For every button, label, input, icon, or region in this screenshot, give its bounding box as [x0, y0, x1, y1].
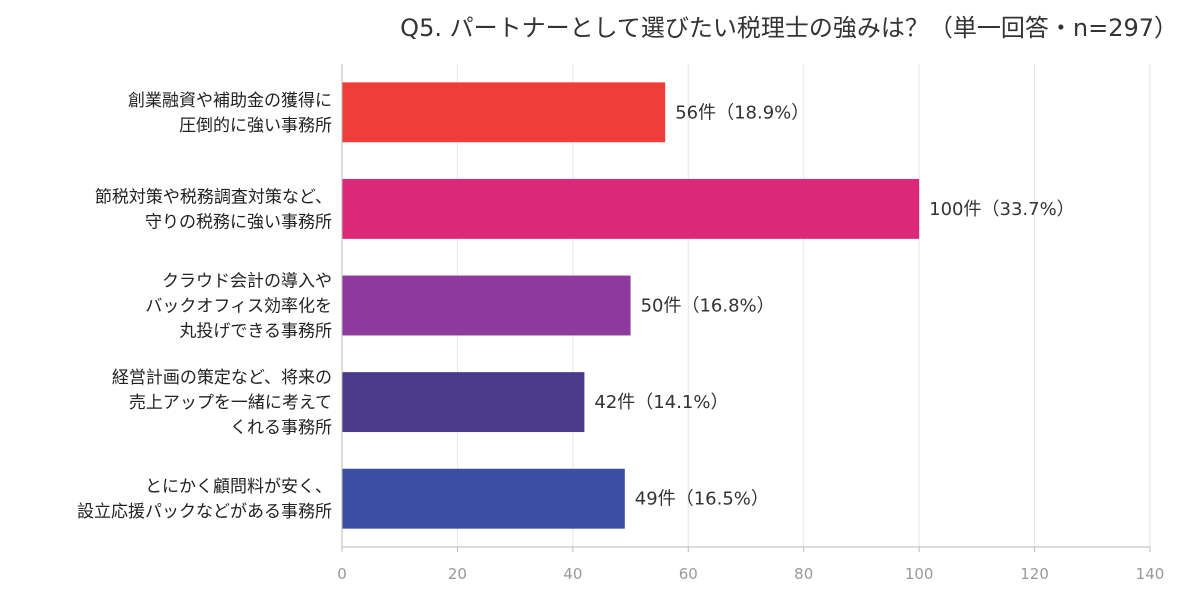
category-label: 創業融資や補助金の獲得に圧倒的に強い事務所 — [128, 91, 332, 136]
bar — [342, 178, 920, 239]
x-tick-label: 0 — [337, 565, 347, 583]
bars — [342, 82, 920, 529]
chart-title: Q5. パートナーとして選びたい税理士の強みは？（単一回答・n=297） — [400, 14, 1178, 42]
x-axis-ticks: 0 20 40 60 80 100 120 140 — [337, 64, 1164, 583]
x-tick-label: 80 — [794, 565, 813, 583]
x-tick-label: 60 — [679, 565, 698, 583]
x-tick-label: 140 — [1136, 565, 1165, 583]
data-label: 56件（18.9%） — [675, 102, 809, 123]
data-label: 100件（33.7%） — [929, 199, 1075, 220]
x-tick-label: 20 — [448, 565, 467, 583]
bar — [342, 82, 666, 143]
data-labels: 56件（18.9%） 100件（33.7%） 50件（16.8%） 42件（14.1%… — [594, 102, 1074, 509]
data-label: 42件（14.1%） — [594, 392, 728, 413]
category-label: 経営計画の策定など、将来の売上アップを一緒に考えてくれる事務所 — [112, 368, 332, 438]
bar — [342, 372, 585, 433]
category-labels: 創業融資や補助金の獲得に圧倒的に強い事務所節税対策や税務調査対策など、守りの税務… — [77, 91, 332, 522]
category-label: 節税対策や税務調査対策など、守りの税務に強い事務所 — [95, 187, 332, 232]
data-label: 49件（16.5%） — [635, 489, 769, 510]
bar — [342, 275, 631, 336]
x-tick-label: 120 — [1020, 565, 1049, 583]
x-tick-label: 40 — [563, 565, 582, 583]
category-label: とにかく顧問料が安く、設立応援パックなどがある事務所 — [77, 477, 332, 522]
x-tick-label: 100 — [905, 565, 934, 583]
bar — [342, 468, 625, 529]
data-label: 50件（16.8%） — [641, 296, 775, 317]
category-label: クラウド会計の導入やバックオフィス効率化を丸投げできる事務所 — [145, 272, 332, 342]
grid-lines — [456, 64, 1151, 547]
